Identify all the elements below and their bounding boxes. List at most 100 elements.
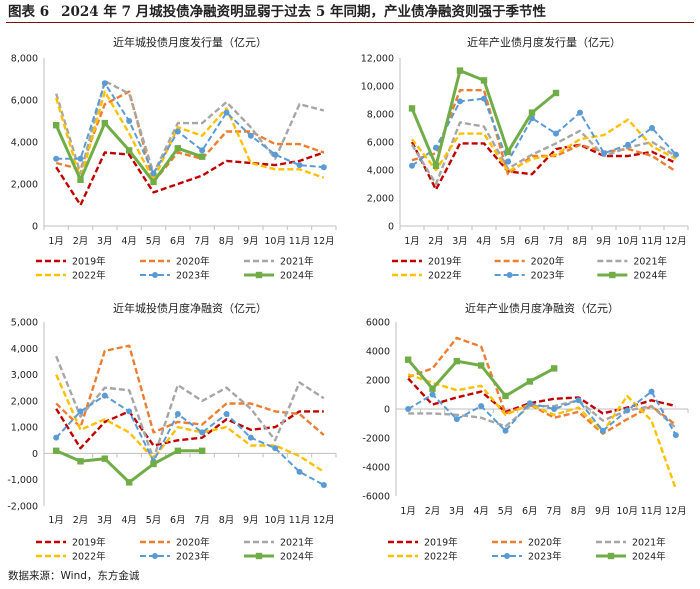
data-point [673, 151, 679, 158]
data-point [433, 144, 439, 151]
series-2020 [407, 336, 677, 435]
data-point [504, 148, 512, 155]
legend-label: 2020年 [176, 256, 210, 268]
x-tick-label: 12月 [313, 236, 335, 247]
series-2021 [410, 121, 677, 186]
x-tick-label: 2月 [425, 506, 441, 517]
data-point [320, 481, 327, 488]
x-tick-label: 8月 [219, 515, 235, 526]
data-point [174, 128, 181, 135]
data-point [101, 119, 109, 127]
data-point [174, 411, 181, 417]
y-tick-label: 10,000 [361, 82, 394, 93]
legend-item-2022: 2022年 [36, 551, 106, 563]
legend-item-2024: 2024年 [244, 270, 314, 282]
y-tick-label: 0 [384, 405, 390, 416]
legend: 2019年 2020年 2021年 2022年 2023年 2024年 [36, 537, 314, 563]
data-point [52, 122, 60, 129]
series-2021 [55, 79, 325, 175]
x-tick-label: 5月 [146, 236, 162, 247]
legend-item-2020: 2020年 [140, 537, 210, 549]
x-tick-label: 9月 [243, 236, 259, 247]
data-point [101, 80, 108, 87]
series-line-2022 [407, 373, 677, 490]
legend: 2019年 2020年 2021年 2022年 2023年 2024年 [392, 256, 668, 282]
data-point [150, 178, 157, 186]
data-point [223, 411, 230, 417]
legend-label: 2019年 [72, 537, 106, 549]
x-tick-label: 2月 [73, 515, 89, 526]
data-point [456, 67, 464, 74]
y-tick-label: 6,000 [11, 96, 38, 107]
y-tick-label: 2000 [366, 376, 390, 387]
x-tick-label: 3月 [97, 236, 113, 247]
series-2024 [52, 447, 206, 486]
data-point [272, 151, 279, 158]
data-point [502, 427, 509, 434]
legend-item-2021: 2021年 [244, 537, 314, 549]
legend-item-2019: 2019年 [36, 256, 106, 268]
legend-label: 2019年 [428, 256, 462, 268]
y-tick-label: 3,000 [11, 370, 38, 381]
series-2024 [408, 67, 560, 169]
data-point [477, 362, 485, 369]
data-point [453, 416, 460, 423]
data-point [552, 89, 560, 97]
x-tick-label: 10月 [264, 515, 286, 526]
data-point [648, 388, 655, 395]
legend-item-2020: 2020年 [492, 537, 562, 549]
data-point [272, 445, 279, 452]
x-tick-label: 1月 [48, 236, 64, 247]
series-2023 [409, 95, 679, 169]
data-point [480, 77, 488, 84]
legend-item-2020: 2020年 [140, 256, 210, 268]
data-point [296, 162, 303, 169]
y-tick-label: 2,000 [367, 194, 394, 205]
legend-item-2021: 2021年 [596, 537, 666, 549]
x-tick-label: 3月 [452, 236, 468, 247]
y-tick-label: -2,000 [7, 502, 38, 513]
y-tick-label: -1,000 [7, 475, 38, 486]
x-tick-label: 12月 [665, 236, 687, 247]
series-line-2023 [56, 82, 324, 175]
data-point [429, 385, 436, 392]
data-point [223, 109, 230, 116]
legend-item-2023: 2023年 [140, 270, 210, 282]
series-2019 [55, 151, 325, 207]
y-tick-label: 1,000 [11, 423, 38, 434]
chart-panel-chengtou-net-financing: 近年城投债月度净融资（亿元） -2,000 -1,000 0 1,000 2,000 3,0… [4, 296, 344, 564]
series-2023 [53, 392, 327, 488]
series-line-2019 [410, 141, 677, 191]
data-point [409, 162, 415, 169]
legend-label: 2019年 [72, 256, 106, 268]
data-point [77, 176, 84, 183]
data-point [198, 447, 206, 454]
legend-item-2023: 2023年 [494, 270, 565, 282]
legend-label: 2021年 [280, 537, 314, 549]
x-tick-label: 12月 [665, 506, 687, 517]
series-2022 [407, 373, 677, 490]
y-tick-label: 4,000 [11, 344, 38, 355]
data-point [174, 447, 182, 454]
legend-item-2023: 2023年 [140, 551, 210, 563]
x-tick-label: 8月 [219, 236, 235, 247]
series-2019 [55, 408, 324, 450]
x-tick-label: 5月 [146, 515, 162, 526]
data-point [599, 427, 606, 434]
data-point [247, 434, 254, 441]
x-tick-label: 11月 [641, 236, 663, 247]
legend-item-2024: 2024年 [596, 551, 666, 563]
series-2023 [53, 80, 327, 177]
data-point [453, 357, 461, 365]
data-point [320, 164, 327, 171]
series-2019 [410, 141, 677, 191]
data-point [126, 408, 133, 415]
y-tick-label: -2000 [362, 434, 390, 445]
legend-label: 2021年 [280, 256, 314, 268]
series-line-2019 [407, 377, 677, 415]
legend-item-2019: 2019年 [392, 256, 462, 268]
data-point [150, 460, 157, 468]
series-line-2021 [55, 79, 325, 175]
legend-label: 2022年 [72, 551, 106, 563]
x-tick-label: 3月 [449, 506, 465, 517]
